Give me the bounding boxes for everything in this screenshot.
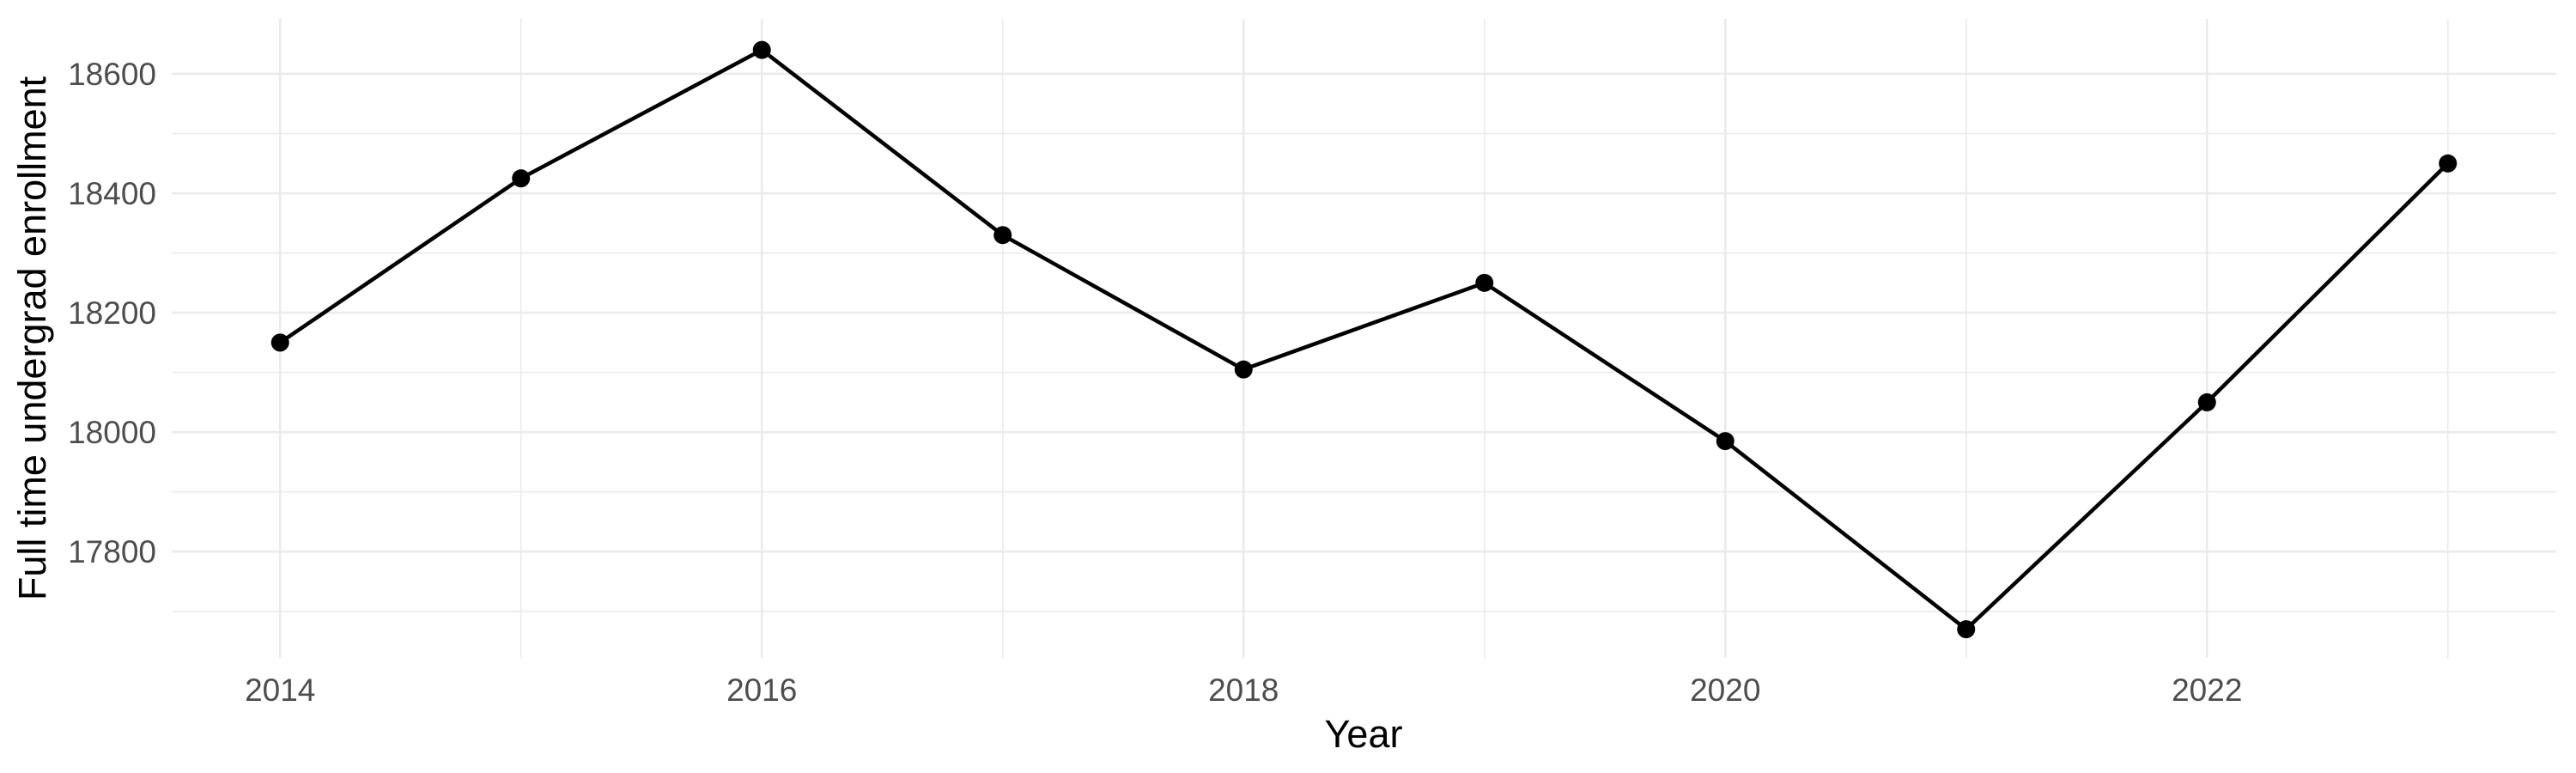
y-tick-label: 18400 (68, 176, 156, 211)
y-tick-label: 18200 (68, 295, 156, 331)
data-point-2014 (270, 333, 289, 352)
data-point-2020 (1716, 432, 1735, 451)
data-point-2019 (1475, 273, 1494, 292)
y-tick-label: 17800 (68, 534, 156, 569)
data-point-2022 (2197, 393, 2216, 411)
data-point-2016 (752, 40, 771, 59)
y-tick-label: 18600 (68, 57, 156, 92)
data-point-2015 (512, 169, 531, 188)
x-tick-label: 2016 (726, 673, 797, 708)
data-point-2021 (1957, 620, 1976, 639)
x-tick-label: 2022 (2172, 673, 2242, 708)
trend-line (277, 47, 2451, 631)
data-point-2017 (993, 226, 1012, 245)
x-axis-title: Year (1324, 712, 1403, 756)
x-tick-label: 2020 (1690, 673, 1760, 708)
data-point-2023 (2439, 154, 2458, 173)
y-tick-label: 18000 (68, 415, 156, 450)
x-tick-label: 2018 (1208, 673, 1279, 708)
data-point-2018 (1234, 360, 1253, 379)
x-tick-label: 2014 (245, 673, 315, 708)
y-axis-title: Full time undergrad enrollment (10, 76, 54, 601)
